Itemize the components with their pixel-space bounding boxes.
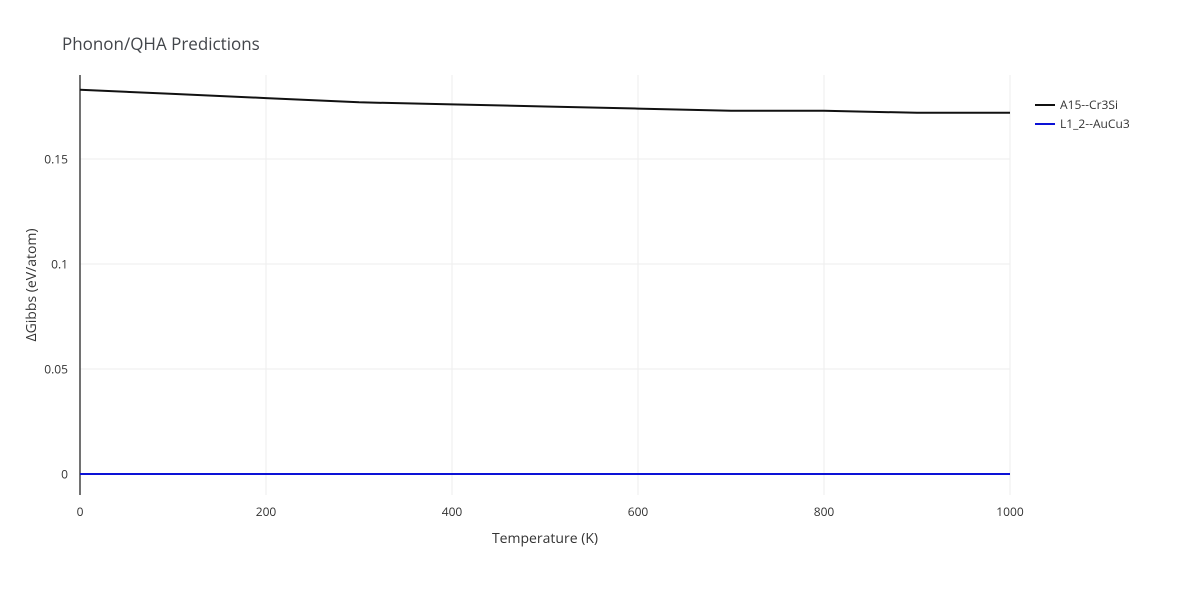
y-tick-label: 0.05 — [0, 361, 68, 378]
plot-svg — [80, 75, 1010, 495]
x-tick-label: 1000 — [996, 503, 1023, 520]
legend-item[interactable]: A15--Cr3Si — [1035, 96, 1130, 113]
legend-label: A15--Cr3Si — [1060, 96, 1118, 113]
legend: A15--Cr3Si L1_2--AuCu3 — [1035, 96, 1130, 134]
x-tick-label: 400 — [442, 503, 463, 520]
series-group — [80, 90, 1010, 474]
y-axis-label: ΔGibbs (eV/atom) — [22, 228, 41, 341]
x-tick-label: 0 — [77, 503, 84, 520]
x-axis-label: Temperature (K) — [492, 529, 598, 548]
chart-title: Phonon/QHA Predictions — [62, 32, 260, 55]
zerolines-group — [80, 75, 1010, 495]
y-tick-label: 0.15 — [0, 151, 68, 168]
y-tick-label: 0 — [0, 466, 68, 483]
chart-container: Phonon/QHA Predictions 0 200 400 600 800 1000… — [0, 0, 1200, 600]
plot-area — [80, 75, 1010, 495]
gridlines-group — [80, 75, 1010, 495]
x-tick-label: 600 — [628, 503, 649, 520]
legend-item[interactable]: L1_2--AuCu3 — [1035, 115, 1130, 132]
x-tick-label: 800 — [814, 503, 835, 520]
legend-label: L1_2--AuCu3 — [1060, 115, 1130, 132]
series-line[interactable] — [80, 90, 1010, 113]
legend-swatch — [1035, 104, 1055, 106]
x-tick-label: 200 — [256, 503, 277, 520]
legend-swatch — [1035, 123, 1055, 125]
